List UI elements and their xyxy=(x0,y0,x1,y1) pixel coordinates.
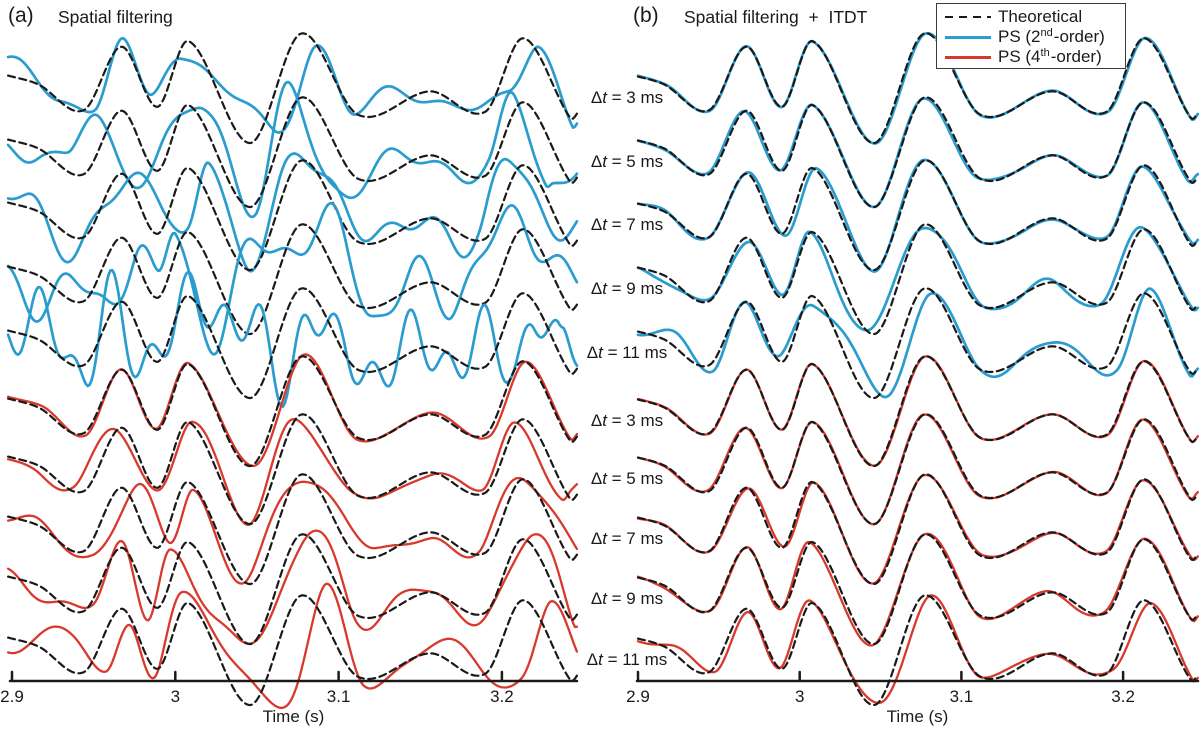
trace-b-row3-theoretical xyxy=(636,159,1199,272)
trace-a-row8-theoretical xyxy=(7,473,578,586)
x-tick-b-3: 3 xyxy=(794,687,805,706)
trace-a-row9-theoretical xyxy=(7,533,578,646)
trace-b-row10-theoretical xyxy=(636,594,1199,707)
dt-label-row1: Δt = 3 ms xyxy=(590,88,664,107)
trace-a-row9-ps4 xyxy=(6,529,579,645)
trace-b-row4-theoretical xyxy=(636,223,1199,336)
dt-label-row9: Δt = 9 ms xyxy=(590,589,664,608)
trace-a-row5-ps2 xyxy=(6,268,579,408)
dt-label-row2: Δt = 5 ms xyxy=(590,152,664,171)
dt-label-row3: Δt = 7 ms xyxy=(590,215,664,234)
dt-label-row4: Δt = 9 ms xyxy=(590,279,664,298)
dt-label-row6: Δt = 3 ms xyxy=(590,411,664,430)
x-tick-b-2.9: 2.9 xyxy=(626,687,650,706)
x-tick-b-3.1: 3.1 xyxy=(949,687,974,706)
legend-entry-ps4: PS (4th-order) xyxy=(945,47,1125,67)
trace-a-row7-theoretical xyxy=(7,413,578,526)
panel-b-title: Spatial filtering + ITDT xyxy=(684,7,868,27)
trace-a-row7-ps4 xyxy=(6,418,579,526)
trace-a-row5-theoretical xyxy=(7,287,578,400)
dt-label-row7: Δt = 5 ms xyxy=(590,469,664,488)
trace-b-row1-theoretical xyxy=(636,32,1199,145)
trace-a-row3-ps2 xyxy=(6,152,579,273)
dt-label-row10: Δt = 11 ms xyxy=(586,650,668,669)
panel-a-title: Spatial filtering xyxy=(58,7,173,27)
trace-a-row10-theoretical xyxy=(7,594,578,707)
trace-a-row1-theoretical xyxy=(7,32,578,145)
dashed-line-swatch xyxy=(945,15,991,19)
trace-a-row6-theoretical xyxy=(7,355,578,468)
trace-b-row5-ps2 xyxy=(636,287,1200,399)
trace-a-row2-theoretical xyxy=(7,96,578,209)
dt-label-row8: Δt = 7 ms xyxy=(590,529,664,548)
legend-box: Theoretical PS (2nd-order) PS (4th-order… xyxy=(936,3,1126,69)
x-axis-b xyxy=(635,670,1200,683)
trace-b-row7-theoretical xyxy=(636,413,1199,526)
blue-line-swatch xyxy=(945,35,991,39)
x-tick-a-3.1: 3.1 xyxy=(326,687,351,706)
x-tick-b-3.2: 3.2 xyxy=(1111,687,1135,706)
trace-b-row2-theoretical xyxy=(636,96,1199,209)
trace-b-row10-ps4 xyxy=(636,594,1199,705)
x-axis-title-a: Time (s) xyxy=(262,707,325,726)
x-tick-a-2.9: 2.9 xyxy=(0,687,24,706)
legend-label-ps2: PS (2nd-order) xyxy=(998,27,1105,46)
trace-a-row2-ps2 xyxy=(6,80,579,219)
red-line-swatch xyxy=(945,55,991,59)
trace-a-row8-ps4 xyxy=(6,476,579,585)
x-tick-a-3.2: 3.2 xyxy=(490,687,514,706)
x-axis-title-b: Time (s) xyxy=(886,707,949,726)
trace-a-row4-theoretical xyxy=(7,223,578,336)
panel-a-tag: (a) xyxy=(8,4,34,27)
legend-entry-theoretical: Theoretical xyxy=(945,7,1125,27)
trace-b-row5-theoretical xyxy=(636,287,1199,400)
trace-a-row4-ps2 xyxy=(6,201,579,356)
legend-label-theoretical: Theoretical xyxy=(998,7,1083,26)
panel-b-tag: (b) xyxy=(633,4,659,27)
trace-a-row1-ps2 xyxy=(6,36,579,134)
trace-b-row4-ps2 xyxy=(636,225,1200,332)
legend-entry-ps2: PS (2nd-order) xyxy=(945,27,1125,47)
trace-b-row9-theoretical xyxy=(636,533,1199,646)
trace-a-row3-theoretical xyxy=(7,159,578,272)
trace-b-row8-theoretical xyxy=(636,473,1199,586)
trace-a-row6-ps4 xyxy=(6,353,579,468)
trace-b-row6-theoretical xyxy=(636,355,1199,468)
trace-a-row10-ps4 xyxy=(6,582,579,709)
x-tick-a-3: 3 xyxy=(170,687,181,706)
x-axis-a xyxy=(8,670,579,683)
dt-label-row5: Δt = 11 ms xyxy=(586,343,668,362)
legend-label-ps4: PS (4th-order) xyxy=(998,47,1102,66)
